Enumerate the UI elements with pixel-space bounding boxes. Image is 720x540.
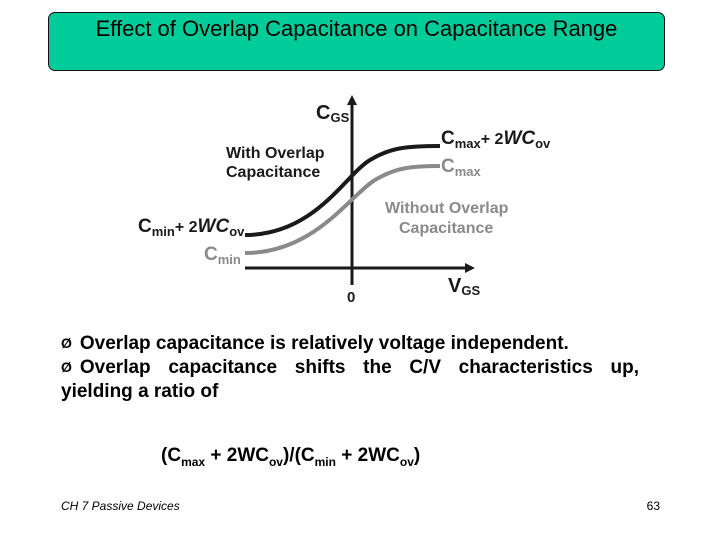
cmax-label: Cmax [441,156,482,179]
x-axis-label: VGS [448,275,480,298]
ratio-formula: (Cmax + 2WCov)/(Cmin + 2WCov) [161,445,421,469]
slide-title: Effect of Overlap Capacitance on Capacit… [95,16,618,41]
label-without-overlap-line1: Without Overlap [385,200,509,217]
bullet-item-2-continued: yielding a ratio of [61,380,639,404]
bullet-list: Ø Overlap capacitance is relatively volta… [61,332,639,404]
label-with-overlap-line2: Capacitance [226,164,320,181]
bullet-item-1: Ø Overlap capacitance is relatively volta… [61,332,639,356]
title-box: Effect of Overlap Capacitance on Capacit… [48,12,665,71]
origin-label: 0 [347,289,355,306]
cmax-plus-overlap-label: Cmax+ 2WCov [441,128,551,151]
arrow-bullet-icon: Ø [61,335,72,351]
curve-with-overlap [244,144,441,237]
cmin-plus-overlap-label: Cmin+ 2WCov [138,216,245,239]
footer-chapter: CH 7 Passive Devices [61,499,180,513]
cmin-label: Cmin [204,244,241,267]
y-axis-label: CGS [316,102,350,125]
bullet-item-2: Ø Overlap capacitance shifts the C/V char… [61,356,639,380]
arrow-bullet-icon: Ø [61,359,72,375]
label-with-overlap-line1: With Overlap [226,145,325,162]
bullet-text-1: Overlap capacitance is relatively voltag… [79,333,569,354]
bullet-text-2-line1: Overlap capacitance shifts the C/V chara… [79,357,639,378]
bullet-text-2-line2: yielding a ratio of [61,381,219,402]
curve-without-overlap [244,164,441,255]
page-number: 63 [646,499,660,513]
label-without-overlap-line2: Capacitance [399,220,493,237]
